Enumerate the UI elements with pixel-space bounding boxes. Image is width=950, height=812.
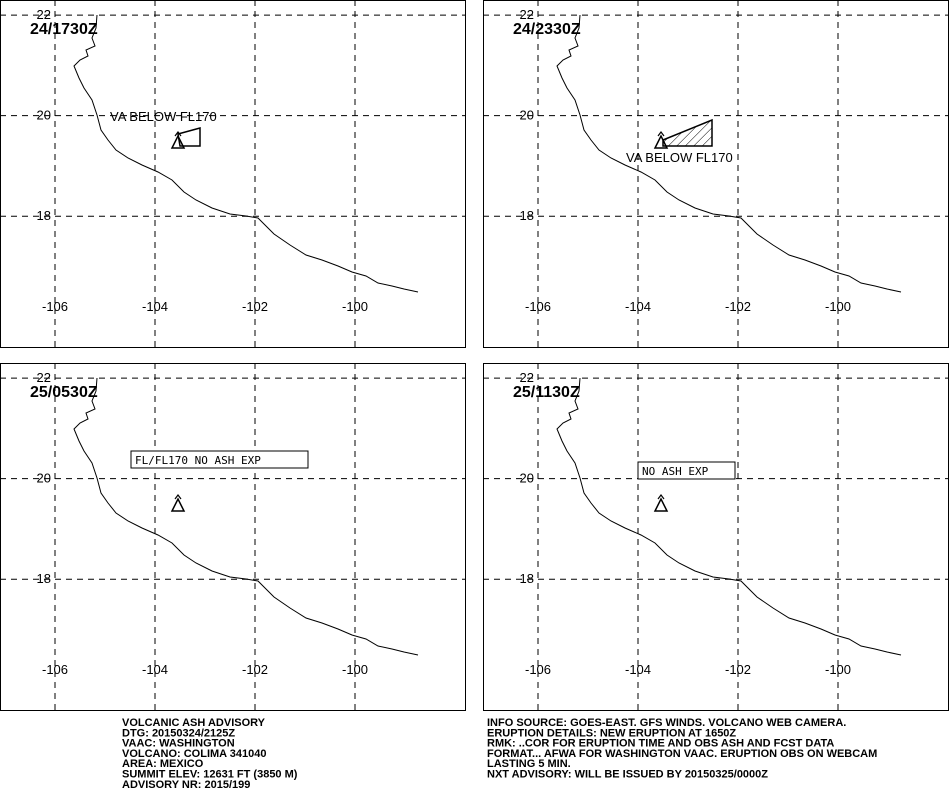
valid-time: 24/2330Z xyxy=(513,21,581,38)
map-panel: -106 -104 -102 -100 22 20 18 25/1130Z NO ASH EXP xyxy=(483,363,949,711)
lon-label: -100 xyxy=(342,662,368,677)
volcano-plume xyxy=(657,131,665,137)
lon-label: -102 xyxy=(725,299,751,314)
volcano-plume xyxy=(657,494,665,500)
lon-label: -100 xyxy=(825,299,851,314)
ash-area xyxy=(177,127,201,147)
coastline xyxy=(556,377,902,656)
lon-label: -106 xyxy=(42,662,68,677)
advisory-line: RMK: ..COR FOR ERUPTION TIME AND OBS ASH… xyxy=(487,738,834,750)
volcano-symbol xyxy=(170,134,186,149)
lat-label: 18 xyxy=(520,208,534,223)
advisory-line: FORMAT... AFWA FOR WASHINGTON VAAC. ERUP… xyxy=(487,748,877,760)
lat-label: 22 xyxy=(520,7,534,22)
panel-frame xyxy=(0,0,466,348)
volcano-symbol xyxy=(653,497,669,512)
lon-label: -104 xyxy=(625,299,651,314)
advisory-line: ADVISORY NR: 2015/199 xyxy=(122,779,250,791)
coastline xyxy=(73,377,419,656)
lon-label: -104 xyxy=(142,299,168,314)
advisory-line: VAAC: WASHINGTON xyxy=(122,738,235,750)
lon-label: -106 xyxy=(42,299,68,314)
coastline xyxy=(73,14,419,293)
volcano-plume xyxy=(174,494,182,500)
advisory-line: ERUPTION DETAILS: NEW ERUPTION AT 1650Z xyxy=(487,727,736,739)
advisory-line: DTG: 20150324/2125Z xyxy=(122,727,235,739)
lat-label: 22 xyxy=(37,7,51,22)
lon-label: -102 xyxy=(242,662,268,677)
lat-label: 20 xyxy=(37,108,51,123)
lat-label: 22 xyxy=(520,370,534,385)
volcano-plume xyxy=(174,131,182,137)
ash-area xyxy=(662,118,713,147)
lat-label: 20 xyxy=(520,108,534,123)
volcano-symbol xyxy=(653,134,669,149)
lon-label: -106 xyxy=(525,662,551,677)
lat-label: 22 xyxy=(37,370,51,385)
annotation: NO ASH EXP xyxy=(642,465,709,478)
lat-label: 20 xyxy=(520,471,534,486)
advisory-line: INFO SOURCE: GOES-EAST. GFS WINDS. VOLCA… xyxy=(487,717,846,729)
advisory-line: AREA: MEXICO xyxy=(122,758,204,770)
panel-frame xyxy=(0,363,466,711)
annotation: FL/FL170 NO ASH EXP xyxy=(135,454,261,467)
advisory-line: NXT ADVISORY: WILL BE ISSUED BY 20150325… xyxy=(487,769,768,781)
panel-frame xyxy=(483,363,949,711)
lat-label: 20 xyxy=(37,471,51,486)
panel-frame xyxy=(483,0,949,348)
annotation: VA BELOW FL170 xyxy=(110,109,217,124)
lon-label: -100 xyxy=(825,662,851,677)
advisory-line: VOLCANO: COLIMA 341040 xyxy=(122,748,266,760)
annotation: VA BELOW FL170 xyxy=(626,150,733,165)
coastline xyxy=(556,14,902,293)
valid-time: 25/0530Z xyxy=(30,384,98,401)
lon-label: -104 xyxy=(142,662,168,677)
lon-label: -102 xyxy=(725,662,751,677)
annotation-box xyxy=(637,461,736,480)
advisory-line: LASTING 5 MIN. xyxy=(487,758,571,770)
lon-label: -102 xyxy=(242,299,268,314)
annotation-box xyxy=(130,450,309,469)
volcano-symbol xyxy=(170,497,186,512)
map-panel: -106 -104 -102 -100 22 20 18 24/1730Z VA BELOW F… xyxy=(0,0,466,348)
lon-label: -100 xyxy=(342,299,368,314)
lat-label: 18 xyxy=(37,571,51,586)
advisory-line: VOLCANIC ASH ADVISORY xyxy=(122,717,266,729)
valid-time: 25/1130Z xyxy=(513,384,580,401)
lon-label: -104 xyxy=(625,662,651,677)
advisory-line: SUMMIT ELEV: 12631 FT (3850 M) xyxy=(122,769,298,781)
valid-time: 24/1730Z xyxy=(30,21,98,38)
map-panel: -106 -104 -102 -100 22 20 18 24/2330Z VA BELOW F… xyxy=(483,0,949,348)
lon-label: -106 xyxy=(525,299,551,314)
lat-label: 18 xyxy=(520,571,534,586)
map-panel: -106 -104 -102 -100 22 20 18 25/0530Z FL/FL170 N… xyxy=(0,363,466,711)
lat-label: 18 xyxy=(37,208,51,223)
